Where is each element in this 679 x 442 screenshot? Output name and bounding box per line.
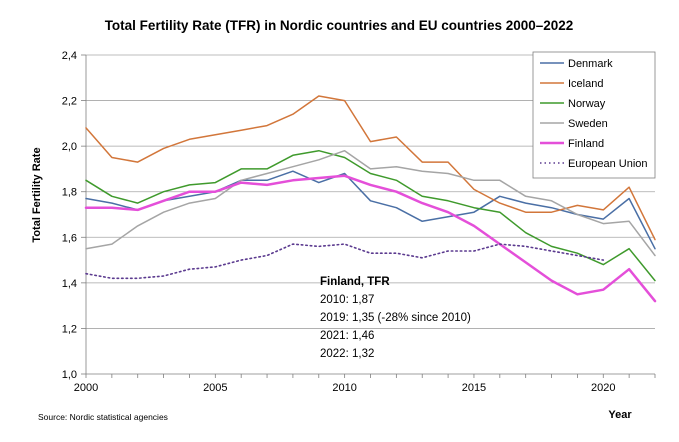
finland-annotation: Finland, TFR 2010: 1,87 2019: 1,35 (-28%… — [320, 276, 471, 360]
axes — [85, 55, 655, 375]
chart-title: Total Fertility Rate (TFR) in Nordic cou… — [105, 18, 574, 33]
x-tick-label: 2020 — [591, 382, 615, 394]
x-axis-ticks: 2000 2005 2010 2015 2020 — [74, 374, 656, 394]
series-line-sweden — [85, 149, 656, 257]
annotation-line: 2019: 1,35 (-28% since 2010) — [320, 312, 471, 324]
legend-label: Finland — [568, 138, 604, 150]
annotation-line: 2022: 1,32 — [320, 348, 374, 360]
x-axis-label: Year — [608, 409, 632, 421]
legend-label: Iceland — [568, 78, 603, 90]
y-tick-label: 2,2 — [62, 96, 77, 108]
legend-label: Denmark — [568, 58, 613, 70]
series-line-finland — [84, 174, 657, 303]
source-note: Source: Nordic statistical agencies — [38, 412, 168, 422]
x-tick-label: 2000 — [74, 382, 98, 394]
legend-label: European Union — [568, 158, 648, 170]
annotation-line: 2021: 1,46 — [320, 330, 374, 342]
legend-box — [532, 51, 656, 179]
x-tick-label: 2015 — [462, 382, 486, 394]
legend-label: Norway — [568, 98, 606, 110]
legend-label: Sweden — [568, 118, 608, 130]
legend: Denmark Iceland Norway Sweden Finland Europea… — [532, 51, 656, 179]
x-tick-label: 2010 — [332, 382, 356, 394]
annotation-line: 2010: 1,87 — [320, 294, 374, 306]
y-tick-label: 1,2 — [62, 323, 77, 335]
y-tick-label: 2,0 — [62, 141, 77, 153]
series-line-iceland — [85, 95, 656, 241]
y-axis-ticks: 1,0 1,2 1,4 1,6 1,8 2,0 2,2 2,4 — [62, 50, 86, 381]
y-axis-label: Total Fertility Rate — [31, 147, 43, 242]
y-tick-label: 1,8 — [62, 187, 77, 199]
series-line-norway — [85, 149, 656, 282]
y-tick-label: 2,4 — [62, 50, 77, 62]
annotation-title: Finland, TFR — [320, 276, 390, 288]
y-tick-label: 1,4 — [62, 278, 77, 290]
series-lines — [84, 95, 657, 303]
gridlines — [86, 54, 655, 329]
y-tick-label: 1,6 — [62, 232, 77, 244]
y-tick-label: 1,0 — [62, 369, 77, 381]
series-line-european-union — [85, 243, 605, 280]
x-tick-label: 2005 — [203, 382, 227, 394]
